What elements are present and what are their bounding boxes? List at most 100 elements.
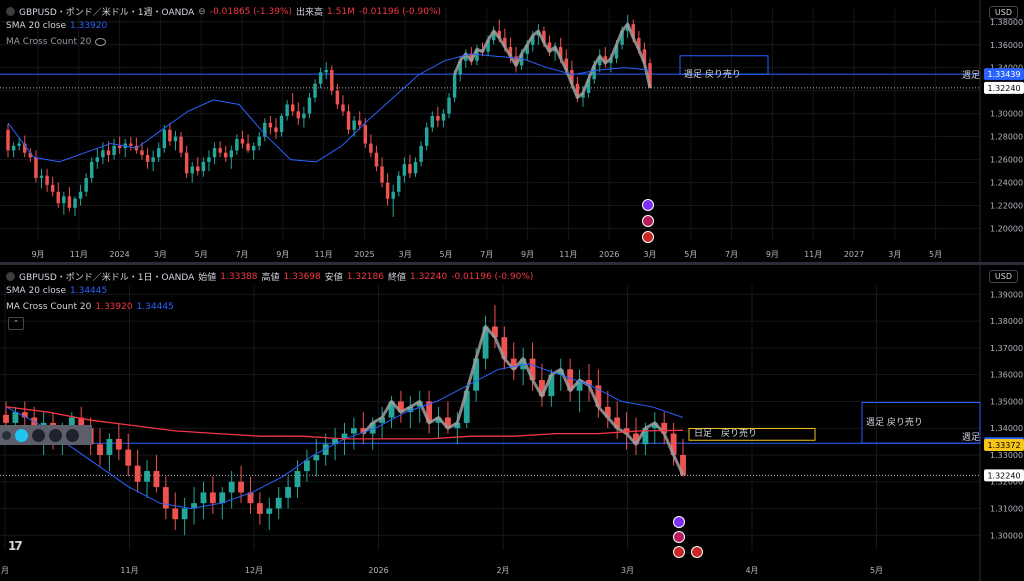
high-label: 高値 [261,273,280,283]
candle-body [223,152,228,158]
candle-body [360,428,367,434]
daily-sma-legend[interactable]: SMA 20 close 1.34445 [6,286,107,296]
price-label-badge [984,439,1024,452]
weekly-ma-cross-legend[interactable]: MA Cross Count 20 [6,37,107,47]
economic-event-icon [642,199,654,211]
y-tick-label: 1.30000 [990,531,1023,540]
candle-body [586,79,591,93]
y-tick-label: 1.38000 [990,317,1023,326]
settings-icon[interactable]: ⊖ [198,6,206,17]
candle-body [229,150,234,158]
x-tick-label: 2026 [599,250,619,259]
annotation-box [679,55,769,75]
weekly-chart-pane[interactable]: 9月 11月 2024 3月 5月 7月 9月 11月 2025 3月 5月 7月 9月 11月 2026 3… [0,0,1024,262]
y-tick-label: 1.24000 [990,179,1023,188]
candle-body [463,390,470,423]
candle-body [642,428,649,445]
toolbar-dot-active-icon[interactable] [15,428,28,442]
x-tick-label: 3月 [621,566,634,575]
candle-body [529,358,536,381]
annotation-label: 週足 [962,432,980,443]
candle-body [567,369,574,391]
candle-body [426,401,433,423]
eye-icon[interactable] [95,38,107,46]
tradingview-logo[interactable]: 17 [8,539,23,553]
candle-body [388,401,395,418]
candle-body [240,138,245,144]
candle-body [548,374,555,397]
candle-body [564,58,568,71]
economic-event-icon [642,231,654,243]
x-tick-label: 2027 [844,250,864,259]
weekly-symbol-title[interactable]: GBPUSD・ポンド／米ドル・1週・OANDA [19,8,195,18]
candle-body [184,152,189,174]
candle-body [112,145,116,156]
candle-body [172,508,179,520]
daily-symbol-title[interactable]: GBPUSD・ポンド／米ドル・1日・OANDA [19,273,195,283]
price-label-text: 1.32240 [987,471,1020,480]
ma-cross-label: MA Cross Count 20 [6,37,92,47]
candle-body [374,152,379,167]
price-label-badge [984,81,1024,94]
currency-selector-top[interactable]: USD [988,6,1018,19]
candle-body [275,497,282,509]
ma-long-line [5,406,684,440]
toolbar-dot-icon[interactable] [49,428,62,442]
candle-body [144,471,150,482]
pane-divider[interactable] [0,262,1024,265]
candle-body [78,191,83,199]
candle-body [558,47,563,59]
candle-body [542,30,546,43]
candle-body [623,428,630,434]
candle-body [129,143,133,146]
candle-body [56,191,60,204]
candle-body [268,122,273,128]
ma-cross-value-1: 1.33920 [95,302,133,312]
x-tick-label: 9月 [276,250,289,259]
toolbar-dot-icon[interactable] [32,428,45,442]
candle-body [247,492,254,504]
candle-body [525,44,529,54]
economic-event-icon [673,516,685,528]
candle-body [235,138,239,151]
toolbar-dot-icon[interactable] [66,428,79,442]
candle-body [228,481,235,493]
candle-body [50,184,55,192]
daily-ma-cross-legend[interactable]: MA Cross Count 20 1.33920 1.34445 [6,302,174,312]
volume-value: 1.51M [327,6,355,17]
candle-body [402,164,407,176]
sma-label: SMA 20 close [6,21,66,31]
candle-body [341,104,345,112]
x-tick-label: 12月 [245,566,263,575]
candle-body [95,157,100,162]
currency-selector-bottom[interactable]: USD [988,270,1018,283]
candle-body [34,157,38,178]
weekly-chart-canvas[interactable]: 9月 11月 2024 3月 5月 7月 9月 11月 2025 3月 5月 7月 9月 11月 2026 3… [0,0,1024,262]
drawing-toolbar[interactable] [0,425,92,445]
candle-body [145,155,150,162]
economic-event-icon [691,546,703,558]
y-tick-label: 1.28000 [990,133,1023,142]
candle-body [313,454,320,461]
annotation-label: 週足 戻り売り [684,68,741,80]
y-tick-label: 1.38000 [990,18,1023,27]
candle-body [604,406,611,418]
candle-body [263,122,267,137]
weekly-sma-legend[interactable]: SMA 20 close 1.33920 [6,21,107,31]
daily-chart-pane[interactable]: 月 11月 12月 2026 2月 3月 4月 5月 1.39000 1.38000 1.37000… [0,265,1024,581]
candle-body [352,120,356,130]
daily-chart-canvas[interactable]: 月 11月 12月 2026 2月 3月 4月 5月 1.39000 1.38000 1.37000… [0,265,1024,581]
candle-body [266,508,273,514]
sma-value: 1.33920 [70,21,108,31]
collapse-legend-button[interactable]: ⌃ [8,317,24,330]
x-tick-label: 11月 [804,250,822,259]
economic-event-icon [642,215,654,227]
candle-body [501,337,508,359]
candle-body [140,150,144,156]
candle-body [322,444,329,455]
candle-body [454,422,461,429]
candle-body [475,49,479,61]
toolbar-handle-icon[interactable] [2,430,11,440]
symbol-flag-icon [6,7,15,16]
candle-body [274,127,278,133]
